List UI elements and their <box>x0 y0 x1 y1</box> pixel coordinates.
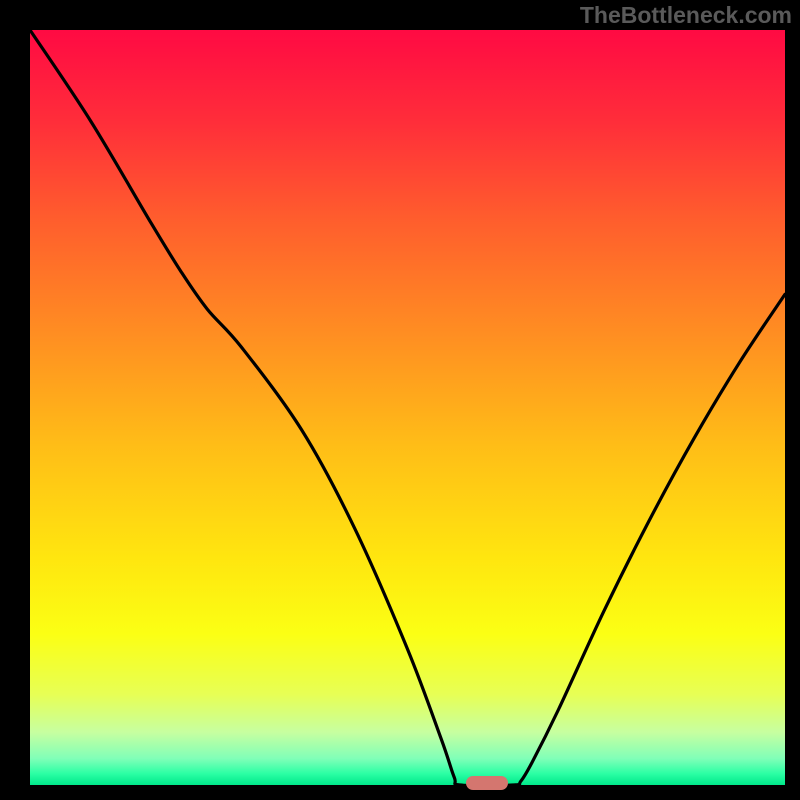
optimal-marker <box>466 776 508 790</box>
watermark-text: TheBottleneck.com <box>580 2 792 29</box>
curve-svg <box>30 30 785 785</box>
bottleneck-curve <box>30 30 785 786</box>
chart-container: TheBottleneck.com <box>0 0 800 800</box>
plot-area <box>30 30 785 785</box>
